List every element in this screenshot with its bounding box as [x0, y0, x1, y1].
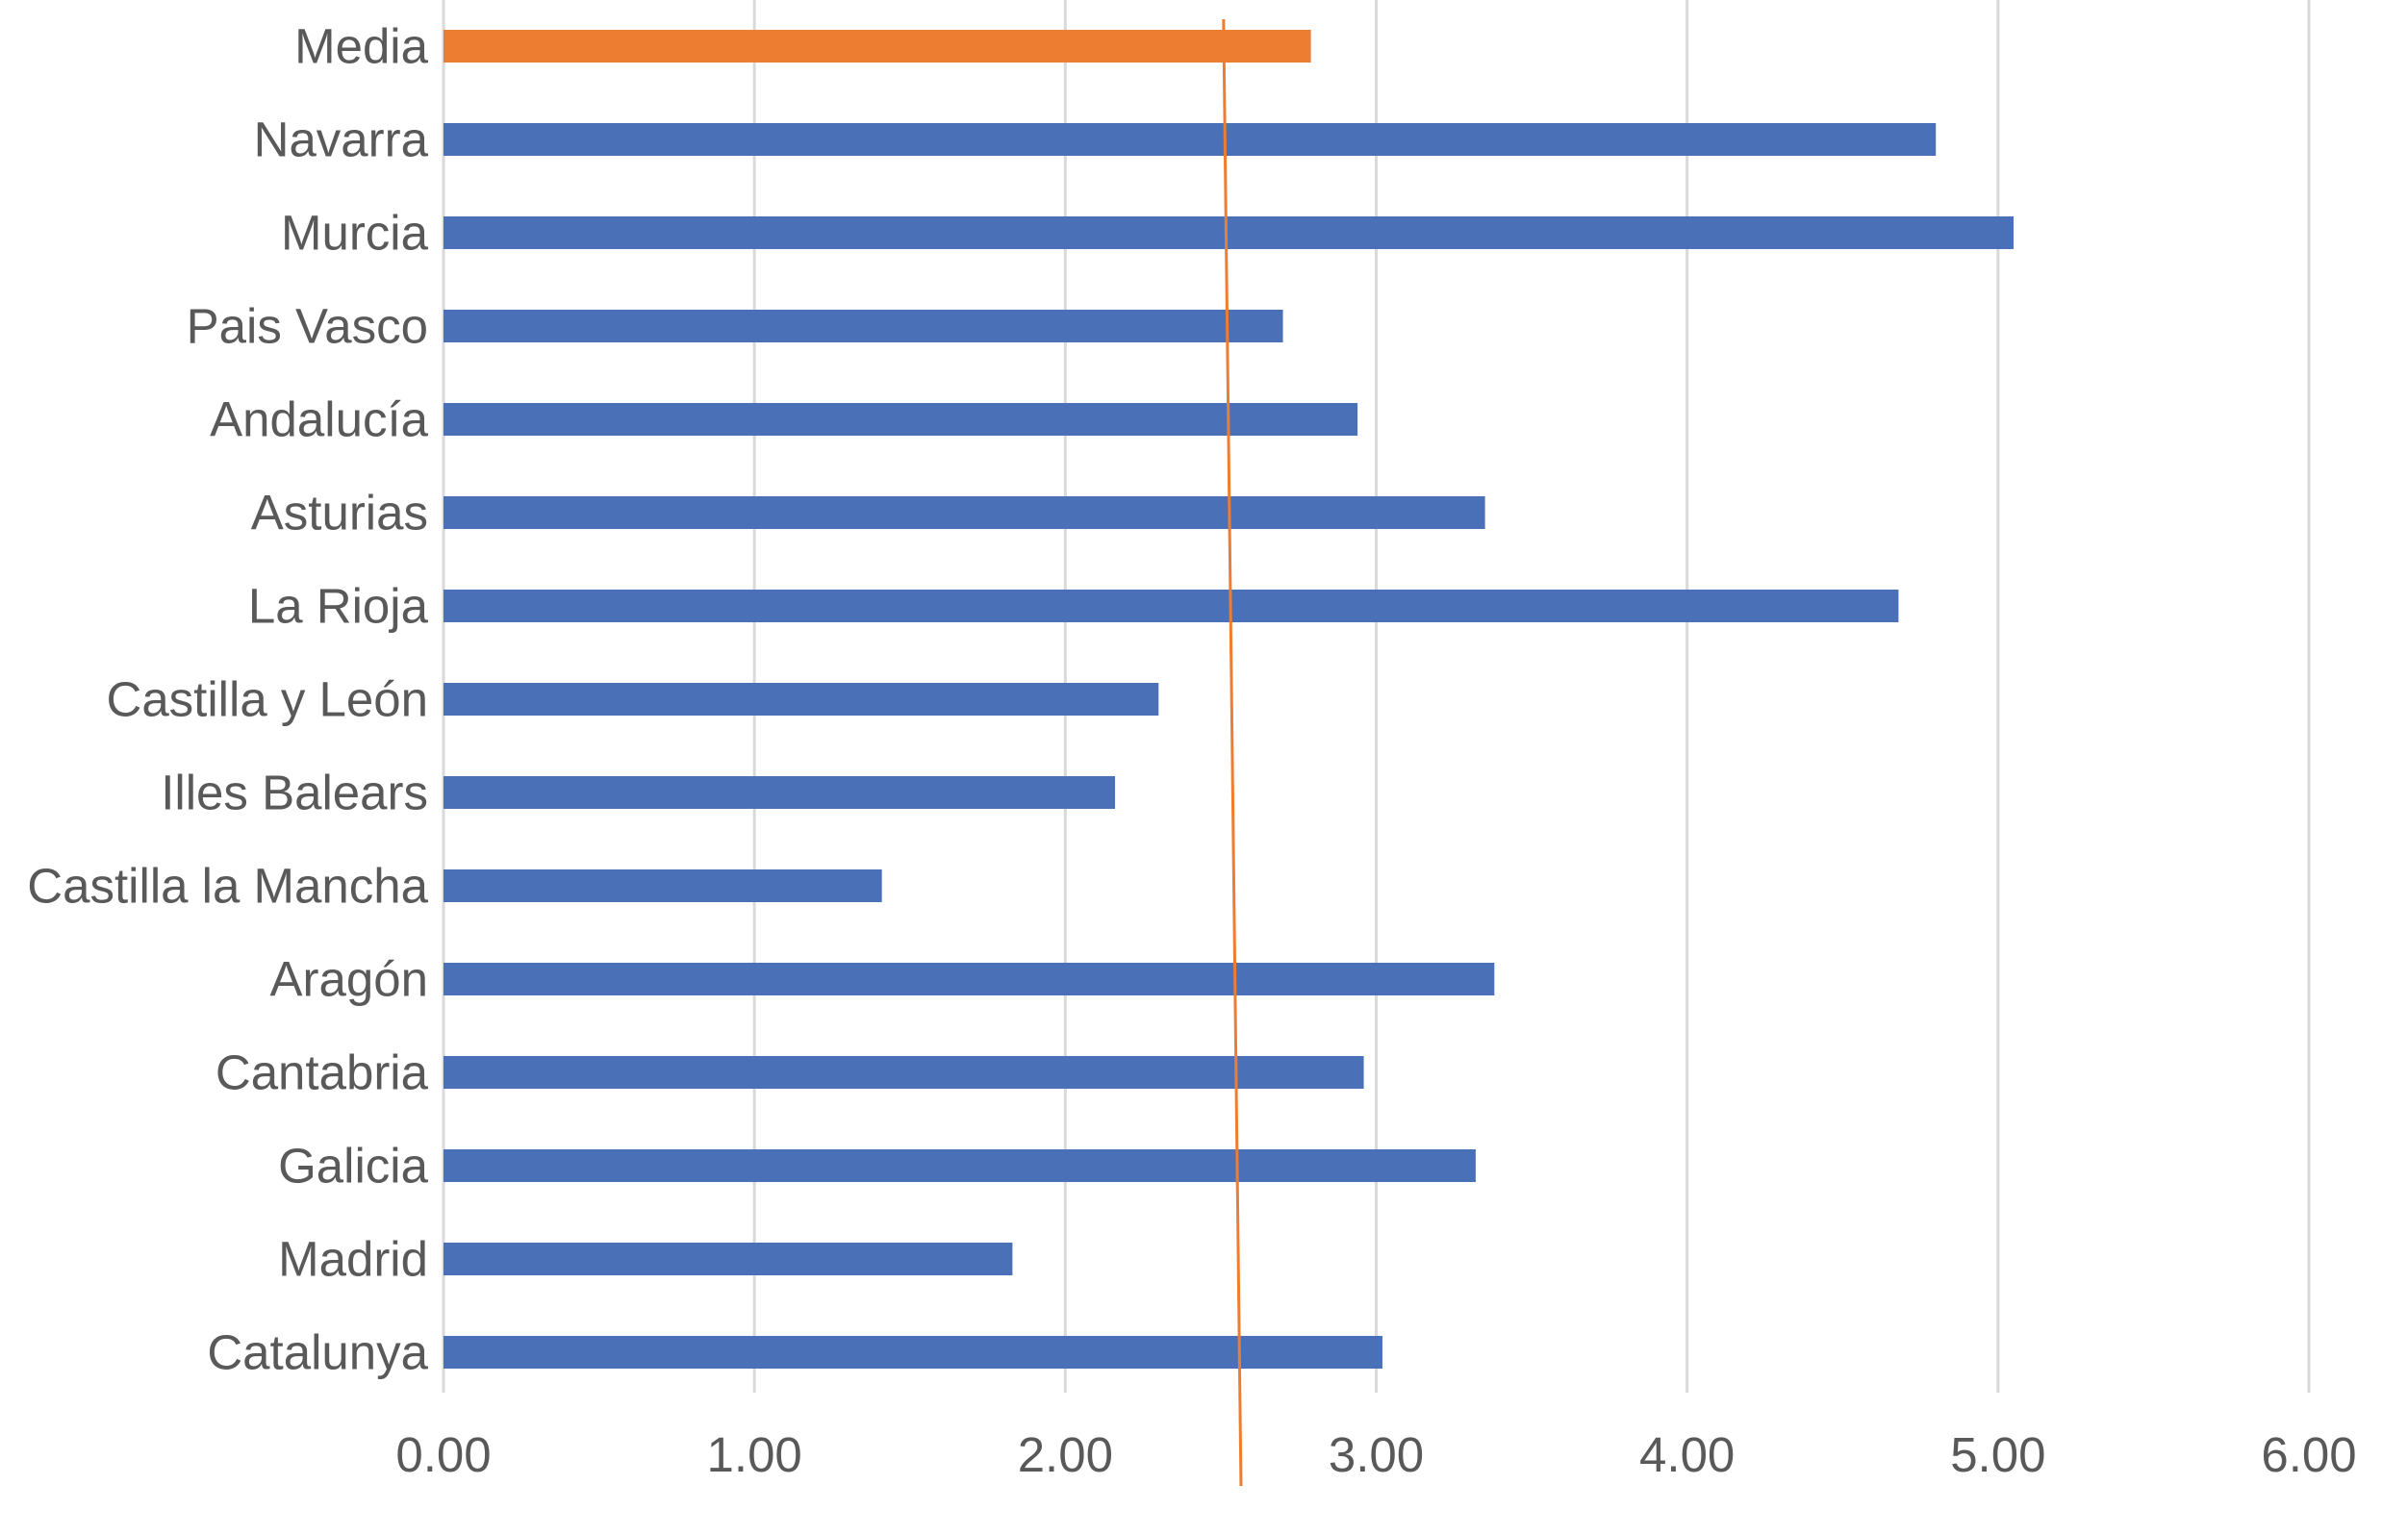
category-label-9: Castilla la Mancha	[27, 859, 428, 914]
bar-14	[444, 1336, 1382, 1369]
bars	[444, 30, 2014, 1369]
category-label-11: Cantabria	[215, 1045, 429, 1100]
category-label-14: Catalunya	[207, 1325, 428, 1380]
x-axis-tick-labels: 0.00 1.00 2.00 3.00 4.00 5.00 6.00	[395, 1427, 2356, 1482]
bar-12	[444, 1149, 1476, 1182]
trendline-layer	[1222, 18, 1243, 1487]
category-label-4: Andalucía	[210, 392, 428, 447]
category-label-0: Media	[294, 19, 429, 74]
bar-2	[444, 216, 2014, 249]
category-label-2: Murcia	[281, 206, 429, 261]
category-label-1: Navarra	[254, 113, 429, 167]
bar-7	[444, 683, 1159, 716]
bar-13	[444, 1243, 1013, 1275]
category-label-6: La Rioja	[248, 579, 429, 634]
bar-6	[444, 590, 1899, 622]
bar-9	[444, 869, 882, 902]
bar-5	[444, 496, 1485, 529]
x-tick-label-4: 4.00	[1639, 1427, 1735, 1482]
bar-0	[444, 30, 1311, 63]
category-label-8: Illes Balears	[161, 766, 428, 820]
bar-10	[444, 963, 1495, 995]
bar-11	[444, 1056, 1364, 1089]
x-tick-label-3: 3.00	[1329, 1427, 1424, 1482]
x-tick-label-5: 5.00	[1950, 1427, 2045, 1482]
x-tick-label-0: 0.00	[395, 1427, 491, 1482]
category-labels: Media Navarra Murcia Pais Vasco Andalucía Ast…	[27, 19, 428, 1380]
x-tick-label-1: 1.00	[707, 1427, 802, 1482]
bar-3	[444, 310, 1283, 342]
bar-4	[444, 403, 1358, 436]
x-tick-label-2: 2.00	[1018, 1427, 1113, 1482]
category-label-13: Madrid	[278, 1232, 428, 1287]
category-label-12: Galicia	[278, 1139, 429, 1194]
bar-8	[444, 776, 1116, 809]
category-label-3: Pais Vasco	[187, 299, 428, 354]
category-label-5: Asturias	[251, 486, 428, 541]
category-label-10: Aragón	[270, 952, 428, 1007]
trendline	[1222, 18, 1243, 1487]
bar-1	[444, 123, 1937, 156]
category-label-7: Castilla y León	[106, 672, 428, 727]
x-tick-label-6: 6.00	[2261, 1427, 2356, 1482]
